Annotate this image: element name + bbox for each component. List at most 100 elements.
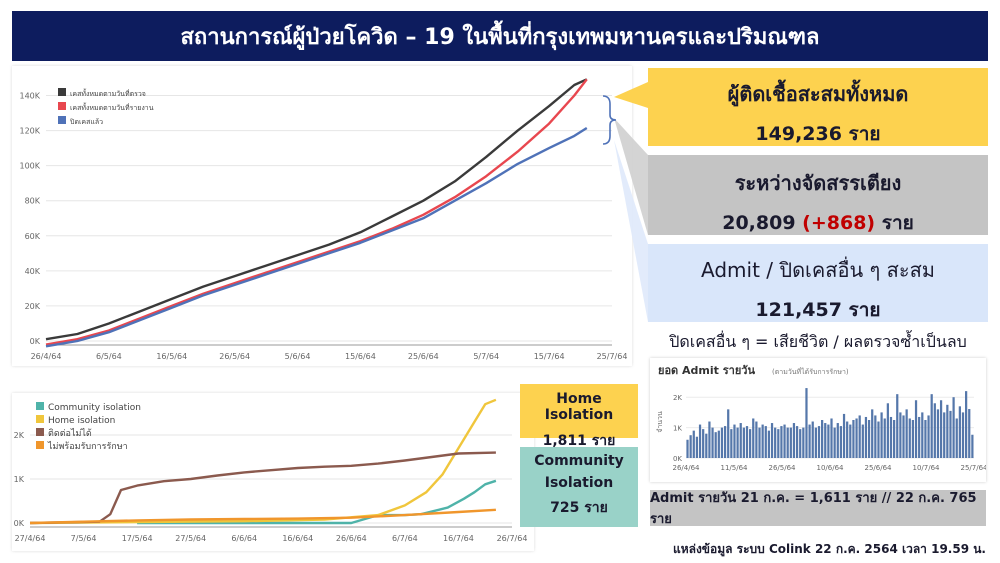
admit-x-tick: 10/6/64 [817,464,845,472]
admit-bar [958,406,961,458]
admit-x-tick: 10/7/64 [913,464,941,472]
admit-bar [742,427,745,458]
admit-bar [921,412,924,458]
admit-bar [836,423,839,458]
admit-x-tick: 25/6/64 [865,464,893,472]
admit-bar [883,418,886,458]
x-tick-label: 26/7/64 [497,534,528,543]
cumulative-chart-panel: 0K 20K 40K 60K 80K 100K 120K 140K 26/4/64 6/5/64 1… [12,66,632,366]
pending-value: 20,809 [722,212,796,234]
x-tick-label: 16/6/64 [282,534,313,543]
x-tick-label: 15/7/64 [534,352,565,361]
admit-bar [736,427,739,458]
legend-label: Home isolation [48,416,115,426]
legend-swatch [58,116,66,124]
legend-label: ไม่พร้อมรับการรักษา [47,441,128,452]
legend-label: ติดต่อไม่ได้ [48,428,92,439]
admit-bar [877,421,880,458]
callout-total-cases: ผู้ติดเชื้อสะสมทั้งหมด 149,236 ราย [648,68,988,146]
admit-bar [792,423,796,458]
legend-label: ปิดเคสแล้ว [70,118,103,126]
admit-bar [971,434,974,458]
series-line [45,78,588,341]
admit-chart-title: ยอด Admit รายวัน [658,364,755,377]
admit-bar [821,420,824,458]
admit-bar [852,420,855,458]
admit-bar [839,426,843,458]
admit-bar [886,403,889,458]
admit-chart-panel: ยอด Admit รายวัน (ตามวันที่ได้รับการรักษา… [650,358,988,482]
pending-delta: (+868) [802,212,876,234]
admit-bar [855,418,858,458]
y-tick-label: 120K [19,127,40,136]
admit-bar [708,421,711,458]
y-tick-label: 2K [14,431,25,440]
legend-swatch [58,102,66,110]
series-line [45,78,588,346]
admit-bar [705,433,708,458]
admit-bar [720,427,724,458]
admit-bar [874,415,877,458]
admit-bar [864,416,868,458]
legend-swatch [36,428,44,436]
x-tick-label: 6/7/64 [392,534,418,543]
admit-bar [717,430,720,458]
admit-bar [749,429,752,458]
admit-bar [965,391,968,458]
admit-bar [698,424,702,458]
isolation-chart-panel: 0K 1K 2K 27/4/64 7/5/64 17/5/64 27/5/64 6/6/64 1… [12,393,534,551]
admit-bar [871,409,874,458]
admit-bar [777,429,780,458]
admit-chart-subtitle: (ตามวันที่ได้รับการรักษา) [772,367,849,376]
legend-swatch [58,88,66,96]
closed-case-note: ปิดเคสอื่น ๆ = เสียชีวิต / ผลตรวจซ้ำเป็น… [669,332,967,351]
series-line [29,398,497,525]
y-tick-label: 60K [25,232,41,241]
admit-y-tick: 2K [673,394,682,402]
admit-bar [899,412,902,458]
y-tick-label: 0K [30,337,41,346]
home-value: 1,811 ราย [542,433,616,449]
admit-bar [774,427,777,458]
community-value: 725 ราย [550,500,608,516]
admit-y-tick: 1K [673,425,682,433]
legend-swatch [36,415,44,423]
admit-bar [783,424,786,458]
admit-bar [739,423,742,458]
admit-bar [786,427,789,458]
x-tick-label: 27/5/64 [175,534,206,543]
x-tick-label: 15/6/64 [345,352,376,361]
admit-bar [889,416,893,458]
admit-x-tick: 25/7/64 [961,464,987,472]
callout-pending-beds: ระหว่างจัดสรรเตียง 20,809 (+868) ราย [648,155,988,235]
admit-bar [770,423,774,458]
pending-unit: ราย [881,212,914,234]
admit-bar [927,415,930,458]
series-line [45,126,588,348]
x-tick-label: 5/6/64 [285,352,311,361]
x-tick-label: 27/4/64 [15,534,46,543]
pending-value-line: 20,809 (+868) ราย [648,208,988,238]
admit-bar [808,424,811,458]
x-tick-label: 25/7/64 [597,352,628,361]
community-label-1: Community [534,453,624,469]
admit-bar [968,409,971,458]
admit-bar [714,432,717,458]
admit-bar [905,409,908,458]
series-line [29,508,496,525]
x-tick-label: 26/4/64 [31,352,62,361]
home-label: Home Isolation [544,391,614,423]
admit-bar [805,388,808,458]
admit-chart: ยอด Admit รายวัน (ตามวันที่ได้รับการรักษา… [656,364,988,472]
admit-bar [767,430,771,458]
admit-bar [795,426,799,458]
y-tick-label: 140K [19,92,40,101]
admit-x-tick: 11/5/64 [721,464,749,472]
legend-label: เคสทั้งหมดตามวันที่ตรวจ [70,87,146,98]
admit-bar [949,410,952,458]
admit-bar [908,418,911,458]
admit-bar [686,439,689,458]
admit-bar [833,427,836,458]
admit-bar [824,423,827,458]
admit-bar [711,427,714,458]
